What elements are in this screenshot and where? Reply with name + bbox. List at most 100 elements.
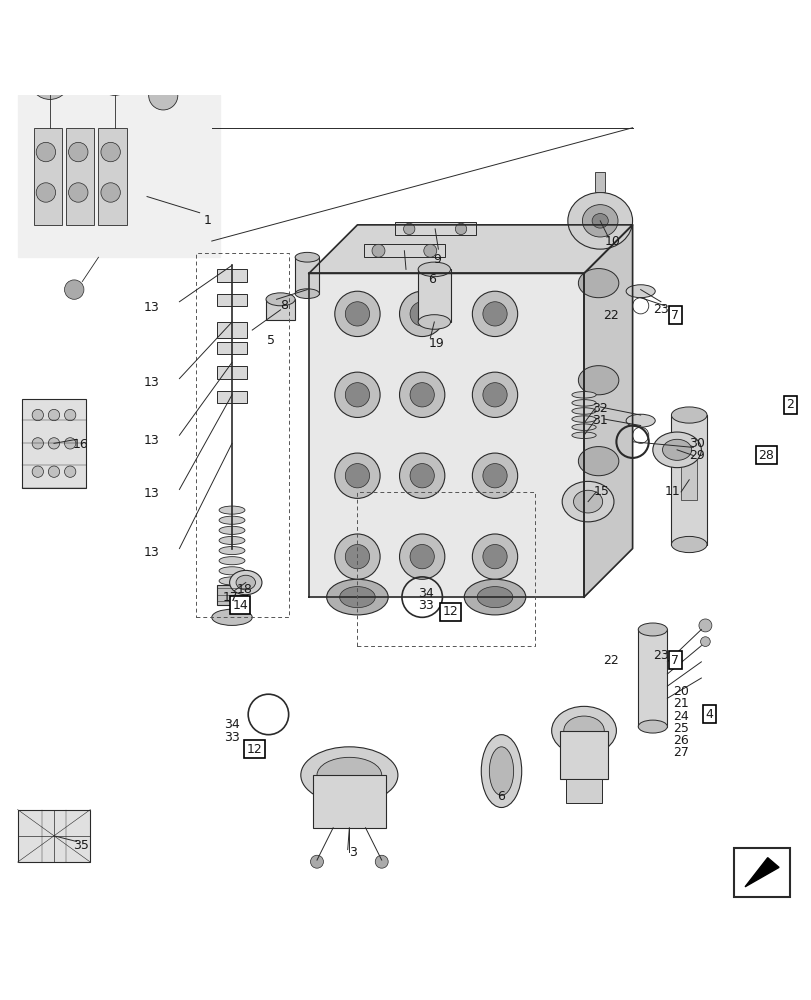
Circle shape [472, 453, 517, 498]
Ellipse shape [571, 392, 595, 398]
Circle shape [399, 291, 444, 337]
Text: 25: 25 [672, 722, 689, 735]
Ellipse shape [266, 293, 294, 306]
Circle shape [399, 372, 444, 417]
Ellipse shape [316, 757, 381, 793]
Polygon shape [308, 225, 632, 273]
Text: 23: 23 [652, 649, 668, 662]
Text: 31: 31 [591, 414, 607, 427]
Text: 7: 7 [671, 309, 679, 322]
Text: 13: 13 [143, 301, 159, 314]
Circle shape [375, 855, 388, 868]
Text: 3: 3 [349, 846, 357, 859]
Circle shape [700, 637, 710, 646]
Circle shape [36, 183, 55, 202]
Ellipse shape [571, 400, 595, 406]
Bar [217, 585, 247, 605]
Text: 29: 29 [689, 449, 704, 462]
Text: 22: 22 [602, 309, 618, 322]
Circle shape [483, 383, 507, 407]
Circle shape [345, 383, 369, 407]
Circle shape [64, 409, 75, 421]
Circle shape [472, 534, 517, 579]
Circle shape [483, 302, 507, 326]
Bar [594, 172, 604, 192]
Text: 13: 13 [143, 487, 159, 500]
Ellipse shape [567, 192, 632, 249]
Ellipse shape [591, 214, 607, 228]
Text: 32: 32 [591, 402, 607, 415]
Ellipse shape [212, 609, 252, 625]
Ellipse shape [561, 481, 613, 522]
Text: 13: 13 [143, 376, 159, 389]
Ellipse shape [563, 716, 603, 745]
Text: 24: 24 [672, 710, 689, 723]
Circle shape [334, 534, 380, 579]
Text: 16: 16 [73, 438, 88, 451]
Circle shape [36, 142, 55, 162]
Text: 10: 10 [603, 235, 620, 248]
Text: 17: 17 [222, 591, 238, 604]
Bar [217, 294, 247, 306]
Bar [680, 460, 697, 500]
Text: 35: 35 [73, 839, 88, 852]
Text: 6: 6 [427, 273, 436, 286]
Circle shape [371, 244, 384, 257]
Ellipse shape [219, 577, 245, 585]
Ellipse shape [625, 285, 654, 298]
Text: 22: 22 [602, 654, 618, 667]
Ellipse shape [571, 416, 595, 422]
Text: 34: 34 [418, 587, 434, 600]
Text: 23: 23 [652, 303, 668, 316]
Circle shape [310, 855, 323, 868]
Circle shape [68, 142, 88, 162]
Ellipse shape [219, 516, 245, 524]
Circle shape [410, 383, 434, 407]
Circle shape [483, 545, 507, 569]
Ellipse shape [219, 526, 245, 534]
Circle shape [483, 464, 507, 488]
Circle shape [410, 545, 434, 569]
Bar [18, 810, 90, 862]
Ellipse shape [339, 587, 375, 608]
Bar [217, 269, 247, 282]
Circle shape [399, 534, 444, 579]
Circle shape [345, 464, 369, 488]
Circle shape [49, 409, 59, 421]
Bar [217, 366, 247, 379]
Ellipse shape [577, 447, 618, 476]
Circle shape [698, 619, 711, 632]
Ellipse shape [662, 439, 691, 460]
Ellipse shape [671, 407, 706, 423]
Text: 18: 18 [236, 583, 251, 596]
Bar [98, 128, 127, 225]
Polygon shape [583, 225, 632, 597]
Text: 33: 33 [418, 599, 434, 612]
Ellipse shape [489, 747, 513, 795]
Circle shape [345, 545, 369, 569]
Circle shape [49, 466, 59, 477]
Circle shape [455, 223, 466, 235]
Circle shape [101, 142, 120, 162]
Ellipse shape [577, 366, 618, 395]
Ellipse shape [219, 536, 245, 545]
Ellipse shape [230, 570, 262, 595]
Circle shape [32, 438, 44, 449]
Bar [66, 128, 94, 225]
Bar [363, 244, 444, 257]
Bar [294, 257, 319, 294]
Text: 9: 9 [432, 253, 440, 266]
Text: 6: 6 [497, 790, 504, 803]
Ellipse shape [219, 567, 245, 575]
Ellipse shape [625, 414, 654, 427]
Text: 8: 8 [281, 299, 288, 312]
Bar [637, 629, 667, 727]
Bar [559, 731, 607, 779]
Circle shape [334, 372, 380, 417]
Ellipse shape [577, 269, 618, 298]
Ellipse shape [294, 252, 319, 262]
Ellipse shape [637, 720, 667, 733]
Text: 13: 13 [143, 546, 159, 559]
Circle shape [101, 183, 120, 202]
Ellipse shape [294, 289, 319, 299]
